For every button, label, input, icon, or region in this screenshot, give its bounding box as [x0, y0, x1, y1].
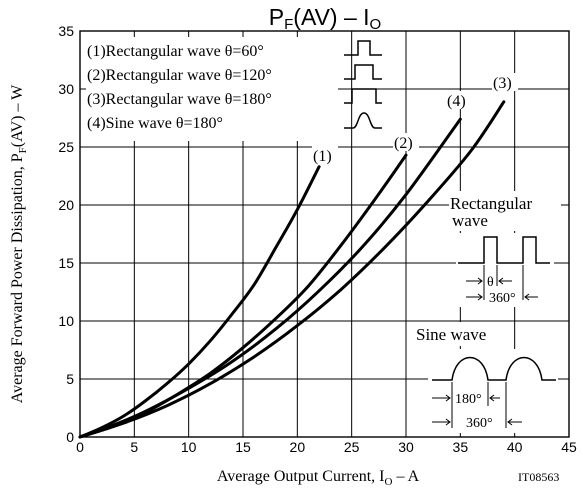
x-tick-label: 10 — [181, 439, 197, 455]
curve-label-4-bg — [446, 91, 472, 109]
legend-item-1: (1)Rectangular wave θ=60° — [87, 43, 264, 60]
sine-wave-label: Sine wave — [416, 325, 486, 344]
legend-sine-icon — [344, 112, 382, 129]
curve-1 — [78, 165, 321, 439]
y-tick-label: 5 — [66, 371, 74, 387]
y-tick-labels: 0 5 10 15 20 25 30 35 — [58, 23, 74, 445]
x-tick-label: 25 — [344, 439, 360, 455]
y-tick-label: 35 — [58, 23, 74, 39]
sine-wave-inset: Sine wave 180° 360° — [414, 322, 558, 433]
legend-rect-120-icon — [344, 64, 382, 80]
y-axis-label: Average Forward Power Dissipation, PF(AV… — [9, 84, 29, 403]
theta-label: θ — [487, 275, 494, 290]
legend: (1)Rectangular wave θ=60° (2)Rectangular… — [86, 37, 382, 141]
theta-right-arrow-icon — [498, 277, 512, 285]
curve-label-3-bg — [492, 73, 518, 91]
y-tick-label: 25 — [58, 139, 74, 155]
curve-label-3: (3) — [493, 75, 512, 92]
theta-left-arrow-icon — [466, 277, 483, 285]
x-tick-label: 20 — [290, 439, 306, 455]
legend-rect-180-icon — [344, 88, 382, 104]
y-tick-label: 20 — [58, 197, 74, 213]
rect-inset-diagram-bg — [456, 233, 554, 307]
rect-wave-label-line2: wave — [452, 211, 488, 230]
sine-inset-diagram-bg — [428, 349, 558, 433]
x-tick-label: 30 — [398, 439, 414, 455]
rect-360-label: 360° — [489, 291, 516, 306]
legend-item-4: (4)Sine wave θ=180° — [87, 115, 223, 132]
curve-labels: (1) (2) (4) (3) — [312, 73, 518, 165]
sine-180-label: 180° — [455, 392, 482, 407]
y-tick-label: 10 — [58, 313, 74, 329]
legend-item-2: (2)Rectangular wave θ=120° — [87, 67, 272, 84]
chart-title: PF(AV) – IO — [269, 4, 381, 33]
period-right-arrow-icon — [524, 293, 538, 301]
x-tick-label: 45 — [561, 439, 577, 455]
sine-180-left-arrow-icon — [432, 394, 451, 402]
y-tick-label: 0 — [66, 429, 74, 445]
sine-inset-label-bg — [414, 322, 510, 346]
figure-code: IT08563 — [518, 470, 559, 484]
period-left-arrow-icon — [466, 293, 483, 301]
y-tick-label: 30 — [58, 81, 74, 97]
sine-180-right-arrow-icon — [489, 394, 500, 402]
sine-wave-shape-icon — [432, 356, 556, 381]
x-tick-label: 5 — [130, 439, 138, 455]
legend-background — [86, 37, 338, 141]
x-tick-label: 0 — [76, 439, 84, 455]
sine-360-label: 360° — [466, 416, 493, 431]
x-tick-label: 35 — [453, 439, 469, 455]
rectangular-wave-inset: Rectangular wave θ 360° — [449, 191, 561, 307]
x-tick-label: 15 — [235, 439, 251, 455]
x-axis-label: Average Output Current, IO – A — [217, 468, 420, 488]
curve-label-1: (1) — [313, 148, 332, 165]
sine-360-left-arrow-icon — [432, 418, 451, 426]
y-tick-label: 15 — [58, 255, 74, 271]
curve-4 — [78, 117, 462, 439]
plot-frame — [79, 30, 570, 438]
rect-wave-shape-icon — [458, 236, 550, 264]
curve-label-1-bg — [312, 146, 338, 164]
x-tick-labels: 0 5 10 15 20 25 30 35 40 45 — [76, 439, 577, 455]
x-tick-label: 40 — [507, 439, 523, 455]
sine-360-right-arrow-icon — [507, 418, 522, 426]
curve-label-2: (2) — [394, 135, 413, 152]
curve-3 — [78, 100, 506, 439]
curves — [78, 100, 506, 439]
curve-label-2-bg — [393, 133, 419, 151]
legend-item-3: (3)Rectangular wave θ=180° — [87, 91, 272, 108]
curve-label-4: (4) — [447, 93, 466, 110]
rect-wave-label-line1: Rectangular — [450, 194, 532, 213]
legend-rect-60-icon — [344, 40, 382, 56]
rect-inset-label-bg — [449, 191, 561, 231]
